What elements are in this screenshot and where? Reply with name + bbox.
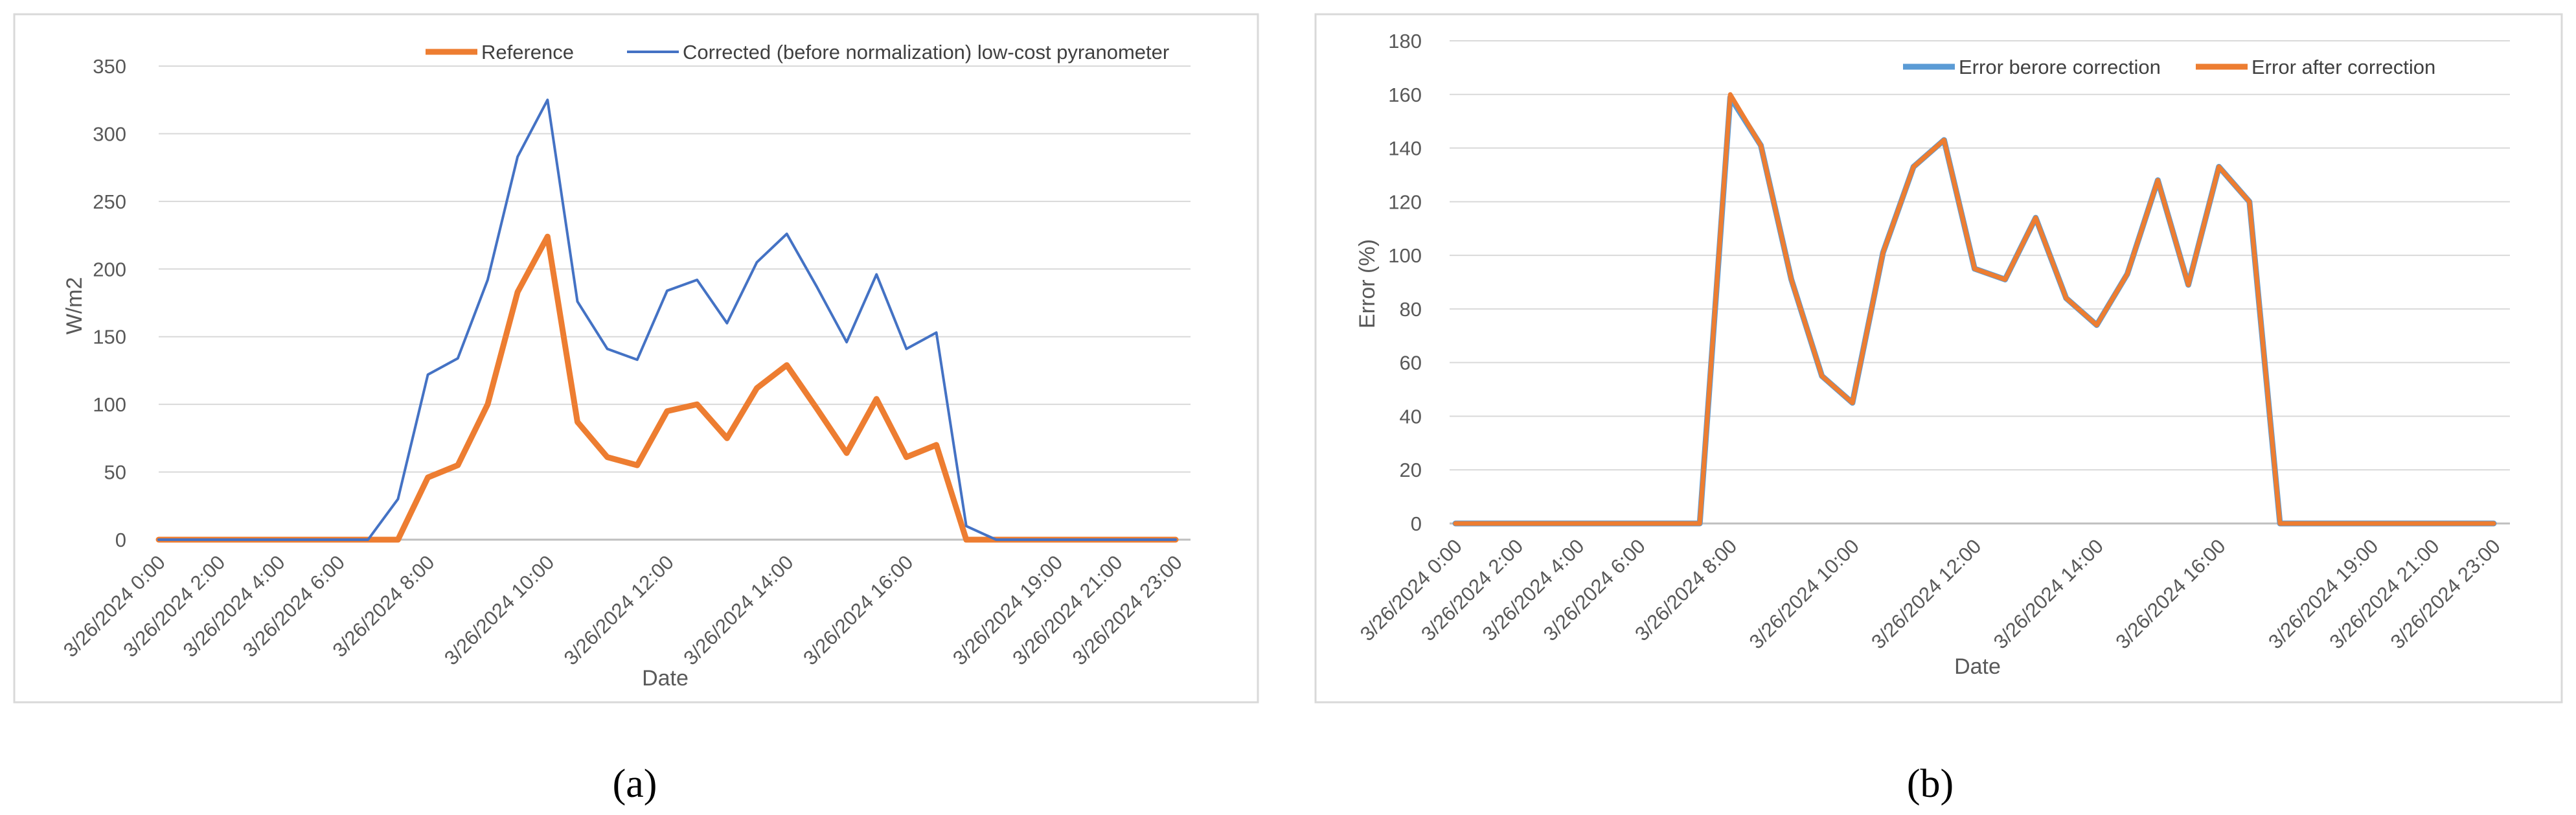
y-axis-title-a: W/m2: [62, 277, 87, 335]
x-axis-title-a: Date: [642, 666, 689, 691]
legend-label-error-after: Error after correction: [2251, 56, 2435, 78]
gridlines-b: [1450, 40, 2510, 525]
y-tick-label: 180: [1388, 30, 1422, 52]
chart-frame-b: [1314, 13, 2563, 704]
y-tick-label: 140: [1388, 137, 1422, 160]
y-tick-label: 100: [1388, 244, 1422, 267]
y-tick-label: 350: [93, 55, 126, 78]
y-tick-label: 0: [115, 529, 126, 551]
y-tick-label: 50: [104, 461, 126, 484]
y-tick-label: 80: [1400, 298, 1422, 321]
series-lines-a: [155, 98, 1179, 543]
y-tick-label: 150: [93, 326, 126, 349]
y-tick-label: 250: [93, 190, 126, 213]
legend-label-reference: Reference: [481, 41, 574, 63]
y-tick-label: 40: [1400, 405, 1422, 428]
legend-label-corrected: Corrected (before normalization) low-cos…: [683, 41, 1169, 63]
y-tick-label: 160: [1388, 84, 1422, 106]
y-tick-label: 120: [1388, 190, 1422, 213]
y-tick-label: 20: [1400, 459, 1422, 481]
y-tick-labels-a: 0 50 100 150 200 250 300 350: [93, 55, 126, 551]
y-tick-label: 100: [93, 393, 126, 416]
y-tick-label: 0: [1411, 512, 1422, 535]
legend-b: Error berore correction Error after corr…: [1903, 56, 2435, 78]
series-line-b-1: [1453, 92, 2496, 526]
y-tick-label: 200: [93, 258, 126, 281]
series-lines-b: [1452, 92, 2497, 527]
panel-label-a: (a): [613, 762, 657, 806]
y-tick-labels-b: 0 20 40 60 80 100 120 140 160 180: [1388, 30, 1422, 535]
y-axis-title-b: Error (%): [1355, 239, 1380, 328]
legend-label-error-before: Error berore correction: [1959, 56, 2161, 78]
panel-label-b: (b): [1907, 762, 1954, 806]
series-line-a-1: [157, 98, 1177, 541]
y-tick-label: 60: [1400, 352, 1422, 374]
y-tick-label: 300: [93, 122, 126, 145]
x-axis-title-b: Date: [1954, 654, 2001, 679]
legend-a: Reference Corrected (before normalizatio…: [426, 41, 1169, 63]
